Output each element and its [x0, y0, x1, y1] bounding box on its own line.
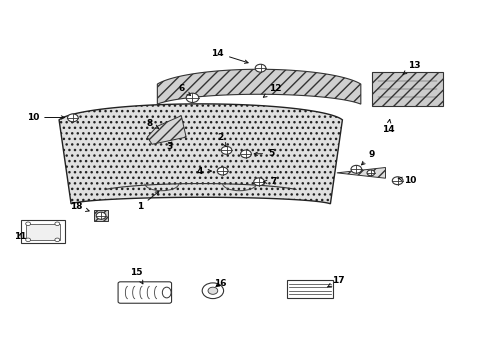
Polygon shape	[94, 210, 108, 221]
Circle shape	[26, 222, 30, 226]
Text: 7: 7	[263, 177, 276, 186]
Text: 4: 4	[196, 167, 211, 176]
Polygon shape	[59, 104, 342, 204]
Circle shape	[67, 114, 78, 122]
Circle shape	[207, 287, 217, 294]
FancyBboxPatch shape	[371, 72, 442, 106]
Circle shape	[255, 64, 265, 72]
Circle shape	[26, 238, 30, 242]
Text: 1: 1	[137, 192, 159, 211]
Text: 13: 13	[402, 61, 420, 74]
Circle shape	[202, 283, 223, 298]
Text: 18: 18	[70, 202, 89, 211]
Polygon shape	[157, 69, 360, 104]
Ellipse shape	[162, 287, 171, 298]
Polygon shape	[147, 116, 186, 144]
Bar	[21, 220, 64, 243]
Text: 16: 16	[214, 279, 226, 288]
Bar	[286, 280, 332, 297]
Text: 2: 2	[217, 132, 226, 147]
Text: 14: 14	[211, 49, 247, 63]
Circle shape	[186, 93, 199, 103]
Text: 10: 10	[397, 176, 415, 185]
Text: 6: 6	[178, 84, 190, 95]
Polygon shape	[336, 167, 385, 178]
Text: 3: 3	[165, 141, 172, 150]
Text: 11: 11	[14, 232, 26, 241]
Text: 15: 15	[130, 268, 142, 284]
Circle shape	[253, 178, 264, 186]
Text: 9: 9	[361, 150, 374, 165]
Circle shape	[240, 150, 251, 158]
Circle shape	[391, 177, 402, 185]
Circle shape	[350, 165, 361, 173]
Text: 14: 14	[381, 120, 393, 135]
Text: 10: 10	[27, 113, 64, 122]
Circle shape	[55, 222, 60, 226]
Bar	[26, 224, 60, 240]
Circle shape	[96, 212, 106, 219]
Circle shape	[221, 147, 231, 154]
Circle shape	[366, 170, 374, 176]
Circle shape	[217, 167, 227, 175]
FancyBboxPatch shape	[118, 282, 171, 303]
Text: 8: 8	[146, 119, 158, 128]
Text: 5: 5	[254, 149, 274, 158]
Text: 17: 17	[326, 275, 345, 287]
Text: 12: 12	[263, 84, 281, 97]
Circle shape	[55, 238, 60, 242]
